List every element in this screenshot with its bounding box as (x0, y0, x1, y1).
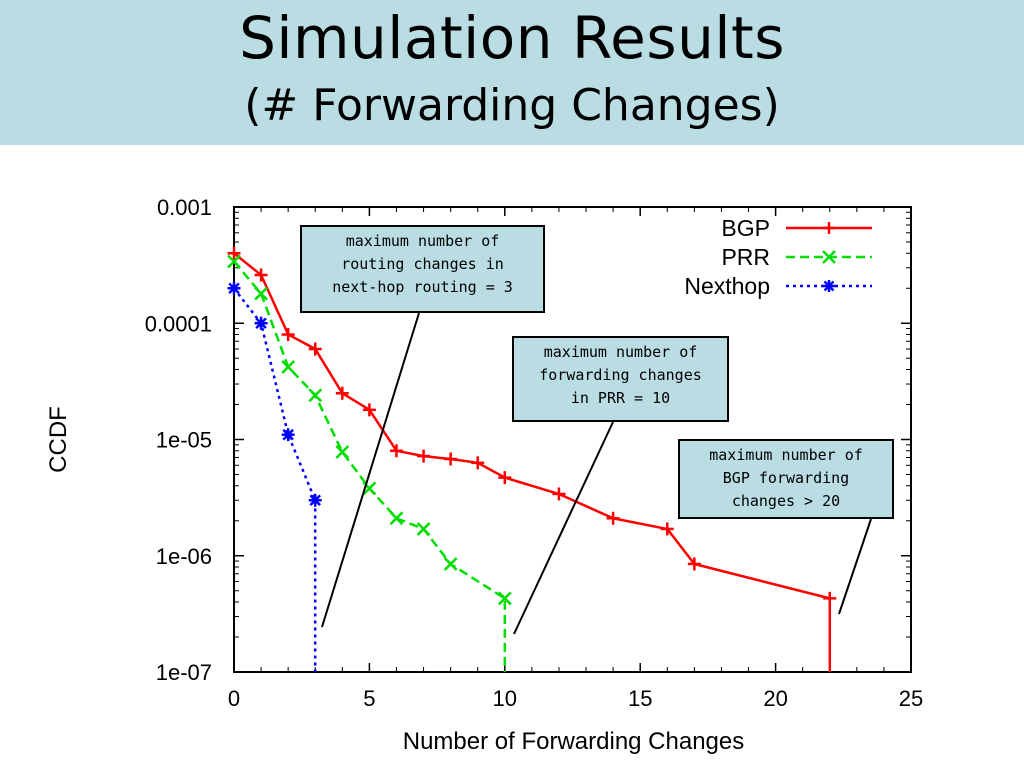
callout-line: forwarding changes (539, 366, 702, 384)
y-tick-label: 0.0001 (145, 311, 212, 336)
title-band (0, 0, 1024, 145)
callout-line: maximum number of (543, 343, 698, 361)
y-tick-label: 1e-06 (156, 544, 212, 569)
bgp-callout: maximum number of BGP forwarding changes… (678, 439, 894, 519)
x-tick-label: 15 (628, 686, 652, 711)
callout-line: maximum number of (345, 232, 500, 250)
prr-callout-pointer (513, 421, 614, 635)
prr-marker (281, 360, 296, 374)
nexthop-marker (255, 317, 267, 330)
prr-marker (227, 254, 241, 269)
prr-marker (389, 511, 404, 526)
prr-line (233, 260, 507, 672)
callout-line: maximum number of (709, 446, 863, 464)
callout-line: changes > 20 (731, 492, 841, 510)
nexthop-marker (228, 282, 240, 295)
prr-marker (308, 388, 323, 403)
x-tick-label: 10 (493, 686, 517, 711)
legend-label-bgp: BGP (721, 215, 770, 241)
bgp-callout-pointer (838, 518, 872, 615)
prr-marker (497, 591, 512, 606)
callout-line: BGP forwarding (722, 469, 850, 487)
nexthop-callout: maximum number of routing changes in nex… (300, 225, 545, 313)
page-title: Simulation Results (239, 4, 785, 72)
x-tick-label: 0 (228, 686, 240, 711)
prr-marker (416, 522, 431, 536)
nexthop-callout-pointer (321, 312, 420, 628)
nexthop-marker (309, 494, 321, 507)
page-subtitle: (# Forwarding Changes) (244, 80, 780, 131)
nexthop-line (233, 287, 317, 672)
y-tick-label: 0.001 (157, 195, 212, 220)
y-tick-label: 1e-05 (156, 428, 212, 453)
x-tick-label: 20 (763, 686, 787, 711)
nexthop-marker (282, 428, 294, 441)
callout-line: routing changes in (341, 255, 504, 273)
x-tick-label: 25 (899, 686, 923, 711)
prr-marker (822, 250, 836, 264)
callout-line: next-hop routing = 3 (332, 278, 513, 296)
nexthop-marker (823, 280, 835, 292)
prr-marker (335, 445, 350, 459)
legend-label-prr: PRR (721, 244, 770, 270)
x-tick-label: 5 (363, 686, 375, 711)
prr-marker (254, 286, 268, 301)
prr-callout: maximum number of forwarding changes in … (512, 336, 729, 422)
y-tick-label: 1e-07 (156, 660, 212, 685)
callout-line: in PRR = 10 (570, 389, 671, 407)
prr-marker (362, 481, 377, 496)
prr-marker (443, 557, 458, 571)
legend-label-nexthop: Nexthop (684, 273, 770, 299)
x-axis-label: Number of Forwarding Changes (403, 728, 745, 755)
y-axis-label: CCDF (45, 406, 72, 473)
